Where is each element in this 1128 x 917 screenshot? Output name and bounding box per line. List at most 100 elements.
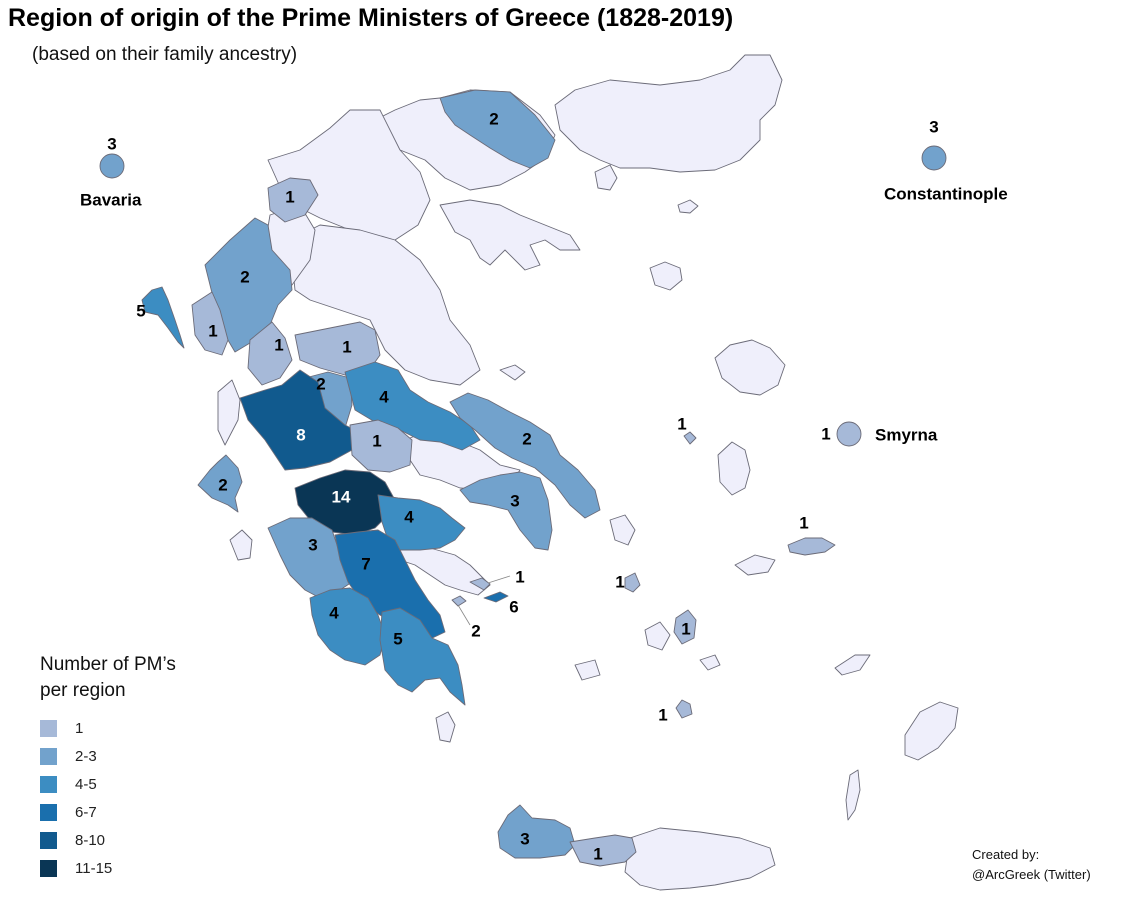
credit: Created by: @ArcGreek (Twitter) (972, 845, 1091, 885)
region-messinia (309, 587, 386, 666)
region-count: 1 (799, 513, 808, 532)
region-kastoria (267, 177, 319, 223)
map-subtitle: (based on their family ancestry) (32, 44, 298, 65)
region-boeotia-east (459, 471, 553, 551)
region-count: 2 (489, 109, 498, 128)
svg-text:3: 3 (107, 134, 116, 153)
legend-swatch (40, 831, 57, 849)
region-count: 8 (296, 425, 305, 444)
legend-title: Number of PM’s per region (40, 654, 176, 701)
region-count: 4 (329, 603, 339, 622)
region-thessaly (289, 224, 481, 386)
region-count: 6 (509, 597, 518, 616)
legend-label: 8-10 (75, 831, 106, 849)
region-count: 1 (515, 567, 524, 586)
credit-line: Created by: (972, 847, 1040, 862)
region-labels: 1 2 5 2 1 1 1 2 4 8 1 2 2 14 4 3 3 7 4 5… (136, 109, 808, 863)
legend-label: 2-3 (75, 747, 97, 765)
region-kefalonia (197, 454, 243, 513)
region-count: 2 (218, 475, 227, 494)
regions-with-pm (141, 89, 836, 867)
legend-label: 6-7 (75, 803, 97, 821)
region-count: 1 (593, 844, 602, 863)
region-milos (574, 659, 601, 681)
svg-text:Bavaria: Bavaria (80, 190, 142, 209)
region-count: 1 (208, 321, 217, 340)
region-kos (834, 654, 871, 676)
region-samothrace (677, 199, 699, 214)
region-count: 1 (274, 335, 283, 354)
region-count: 1 (372, 431, 381, 450)
region-count: 3 (308, 535, 317, 554)
legend-swatch (40, 775, 57, 793)
region-aetolia-west (217, 379, 241, 446)
region-sporades (499, 364, 526, 381)
region-naxos (644, 621, 671, 651)
legend-swatch (40, 803, 57, 821)
external-place-constantinople: 3 Constantinople (884, 117, 1008, 203)
region-count: 2 (522, 429, 531, 448)
region-lesvos (714, 339, 786, 396)
region-santorini (675, 699, 693, 719)
region-serres (439, 89, 556, 169)
region-rhodes (904, 701, 959, 761)
credit-handle: @ArcGreek (Twitter) (972, 867, 1091, 882)
region-laconia (379, 607, 466, 706)
legend: Number of PM’s per region 1 2-3 4-5 6-7 … (40, 652, 190, 882)
region-count: 2 (316, 374, 325, 393)
legend-item: 11-15 (40, 854, 190, 882)
region-andros (609, 514, 636, 546)
legend-label: 11-15 (75, 859, 113, 877)
region-thesprotia (191, 291, 229, 356)
region-euboea (449, 392, 601, 519)
region-thasos (594, 164, 618, 191)
region-poros (451, 595, 467, 607)
legend-swatch (40, 747, 57, 765)
region-syros (624, 572, 641, 593)
external-place-smyrna: 1 Smyrna (821, 421, 938, 447)
svg-text:Constantinople: Constantinople (884, 184, 1008, 203)
region-count: 1 (615, 572, 624, 591)
legend-swatch (40, 859, 57, 877)
region-lemnos (649, 261, 683, 291)
region-rethymno (569, 834, 637, 867)
region-count: 1 (677, 414, 686, 433)
region-count: 1 (285, 187, 294, 206)
region-corfu (141, 286, 185, 349)
region-count: 5 (136, 301, 145, 320)
region-chios (717, 441, 751, 496)
legend-item: 6-7 (40, 798, 190, 826)
svg-text:1: 1 (821, 424, 830, 443)
regions-no-pm (217, 54, 959, 891)
region-lefkada (229, 529, 253, 561)
region-count: 3 (520, 829, 529, 848)
legend-item: 1 (40, 714, 190, 742)
region-kythnos (683, 431, 697, 445)
region-paros (673, 609, 697, 645)
region-count: 1 (342, 337, 351, 356)
legend-label: 4-5 (75, 775, 97, 793)
region-crete-central (624, 827, 776, 891)
region-ikaria (734, 554, 776, 576)
region-arta (247, 321, 293, 386)
region-phocis (349, 419, 413, 473)
region-count: 14 (332, 487, 351, 506)
region-chalkidiki (439, 199, 581, 271)
legend-item: 4-5 (40, 770, 190, 798)
region-kythira (435, 711, 456, 743)
region-count: 3 (510, 491, 519, 510)
region-count: 5 (393, 629, 402, 648)
region-thrace-north (554, 54, 783, 173)
external-place-bavaria: 3 Bavaria (80, 134, 142, 209)
region-count: 4 (404, 507, 414, 526)
region-count: 1 (681, 619, 690, 638)
region-samos (787, 537, 836, 556)
region-count: 1 (658, 705, 667, 724)
region-count: 2 (471, 621, 480, 640)
legend-swatch (40, 719, 57, 737)
region-karpathos (845, 769, 861, 821)
legend-item: 8-10 (40, 826, 190, 854)
region-hydra (469, 577, 491, 591)
legend-item: 2-3 (40, 742, 190, 770)
